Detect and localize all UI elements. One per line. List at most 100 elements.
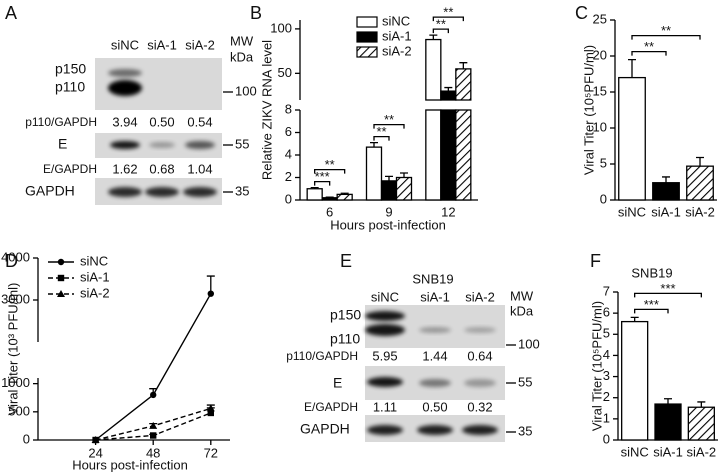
mw-value: 100 bbox=[235, 83, 257, 98]
bar bbox=[306, 188, 323, 201]
bar bbox=[687, 406, 715, 441]
panel-letter: B bbox=[250, 3, 262, 23]
bar bbox=[380, 180, 398, 201]
legend-label: siNC bbox=[80, 253, 108, 268]
significance-label: ** bbox=[325, 157, 335, 172]
significance-bracket bbox=[314, 168, 346, 174]
y-tick-label: 4 bbox=[603, 347, 610, 362]
legend-swatch bbox=[356, 31, 378, 43]
y-tick-label: 100 bbox=[270, 20, 292, 35]
band-label: p150 bbox=[330, 307, 361, 323]
bar bbox=[395, 176, 413, 201]
band-label: E bbox=[333, 375, 342, 391]
y-tick-label: 7 bbox=[603, 283, 610, 298]
error-bar bbox=[385, 175, 393, 181]
point bbox=[207, 409, 214, 417]
band bbox=[149, 142, 175, 148]
bar bbox=[440, 90, 457, 101]
bar bbox=[336, 193, 353, 201]
bar bbox=[686, 165, 714, 201]
ratio-value: 0.50 bbox=[149, 114, 174, 129]
band-label: p150 bbox=[55, 61, 86, 77]
mw-value: 100 bbox=[518, 336, 540, 351]
bar bbox=[425, 38, 442, 101]
y-tick-label: 8 bbox=[285, 101, 292, 116]
point bbox=[150, 391, 157, 399]
bar bbox=[425, 109, 442, 201]
y-tick-label: 20 bbox=[593, 47, 607, 62]
error-bar bbox=[444, 86, 453, 92]
ratio-value: 1.62 bbox=[112, 161, 137, 176]
ratio-value: 1.04 bbox=[187, 161, 212, 176]
band-label: GAPDH bbox=[25, 183, 75, 199]
lane-label: siA-1 bbox=[420, 289, 450, 304]
y-tick-label: 1 bbox=[603, 410, 610, 425]
error-bar bbox=[662, 176, 670, 183]
x-tick-label: siNC bbox=[621, 444, 649, 459]
point bbox=[91, 436, 100, 443]
lane-label: siA-2 bbox=[465, 289, 495, 304]
y-tick-label: 6 bbox=[285, 124, 292, 139]
y-tick-label: 500 bbox=[8, 403, 30, 418]
significance-bracket bbox=[634, 292, 702, 298]
significance-label: ** bbox=[376, 124, 386, 139]
bar bbox=[455, 68, 472, 101]
y-tick-label: 1000 bbox=[1, 375, 30, 390]
bar bbox=[440, 109, 457, 201]
ratio-value: 0.64 bbox=[467, 348, 492, 363]
legend-label: siA-2 bbox=[382, 43, 412, 58]
bar bbox=[621, 320, 649, 441]
point bbox=[150, 432, 157, 439]
y-tick-label: 3000 bbox=[1, 291, 30, 306]
ratio-label: E/GAPDH bbox=[304, 400, 358, 414]
bar bbox=[618, 76, 646, 201]
band-label: p110 bbox=[55, 79, 85, 95]
band bbox=[365, 311, 405, 321]
significance-label: *** bbox=[315, 169, 330, 184]
y-tick-label: 2 bbox=[603, 389, 610, 404]
ratio-value: 1.44 bbox=[422, 348, 447, 363]
chart-title: SNB19 bbox=[631, 265, 672, 280]
y-tick-label: 0 bbox=[603, 431, 610, 446]
significance-bracket bbox=[631, 34, 701, 40]
bar bbox=[455, 109, 472, 201]
band bbox=[110, 141, 140, 149]
significance-bracket bbox=[631, 50, 667, 56]
mw-value: 55 bbox=[235, 136, 249, 151]
mw-value: 35 bbox=[518, 423, 532, 438]
ratio-value: 3.94 bbox=[112, 114, 137, 129]
legend-swatch bbox=[356, 16, 378, 28]
error-bar bbox=[696, 156, 704, 167]
band bbox=[462, 425, 498, 435]
band-label: E bbox=[58, 136, 67, 152]
x-tick-label: 48 bbox=[146, 445, 160, 460]
significance-label: *** bbox=[660, 281, 675, 296]
bar bbox=[652, 182, 680, 201]
y-tick-label: 10 bbox=[593, 119, 607, 134]
error-bar bbox=[340, 192, 349, 195]
error-bar bbox=[630, 316, 639, 322]
error-bar bbox=[325, 196, 334, 198]
significance-bracket bbox=[432, 28, 449, 34]
band bbox=[464, 379, 496, 387]
mw-label: kDa bbox=[230, 49, 254, 64]
y-tick-label: 6 bbox=[603, 305, 610, 320]
significance-label: *** bbox=[644, 297, 659, 312]
error-bar bbox=[628, 58, 636, 78]
y-axis-label: Viral Titer (10³ PFU/ml) bbox=[5, 283, 20, 416]
mw-label: MW bbox=[230, 33, 254, 48]
band bbox=[419, 379, 451, 387]
lane-label: siA-2 bbox=[185, 37, 215, 52]
legend-label: siA-1 bbox=[382, 28, 412, 43]
band bbox=[419, 327, 451, 333]
y-tick-label: 0 bbox=[600, 191, 607, 206]
band bbox=[145, 187, 179, 197]
x-tick-label: siA-1 bbox=[653, 444, 683, 459]
panel-letter: D bbox=[5, 251, 18, 271]
band-label: GAPDH bbox=[300, 421, 350, 437]
panel-letter: E bbox=[340, 251, 352, 271]
band bbox=[367, 377, 403, 387]
error-bar bbox=[697, 401, 706, 408]
significance-bracket bbox=[432, 16, 464, 22]
